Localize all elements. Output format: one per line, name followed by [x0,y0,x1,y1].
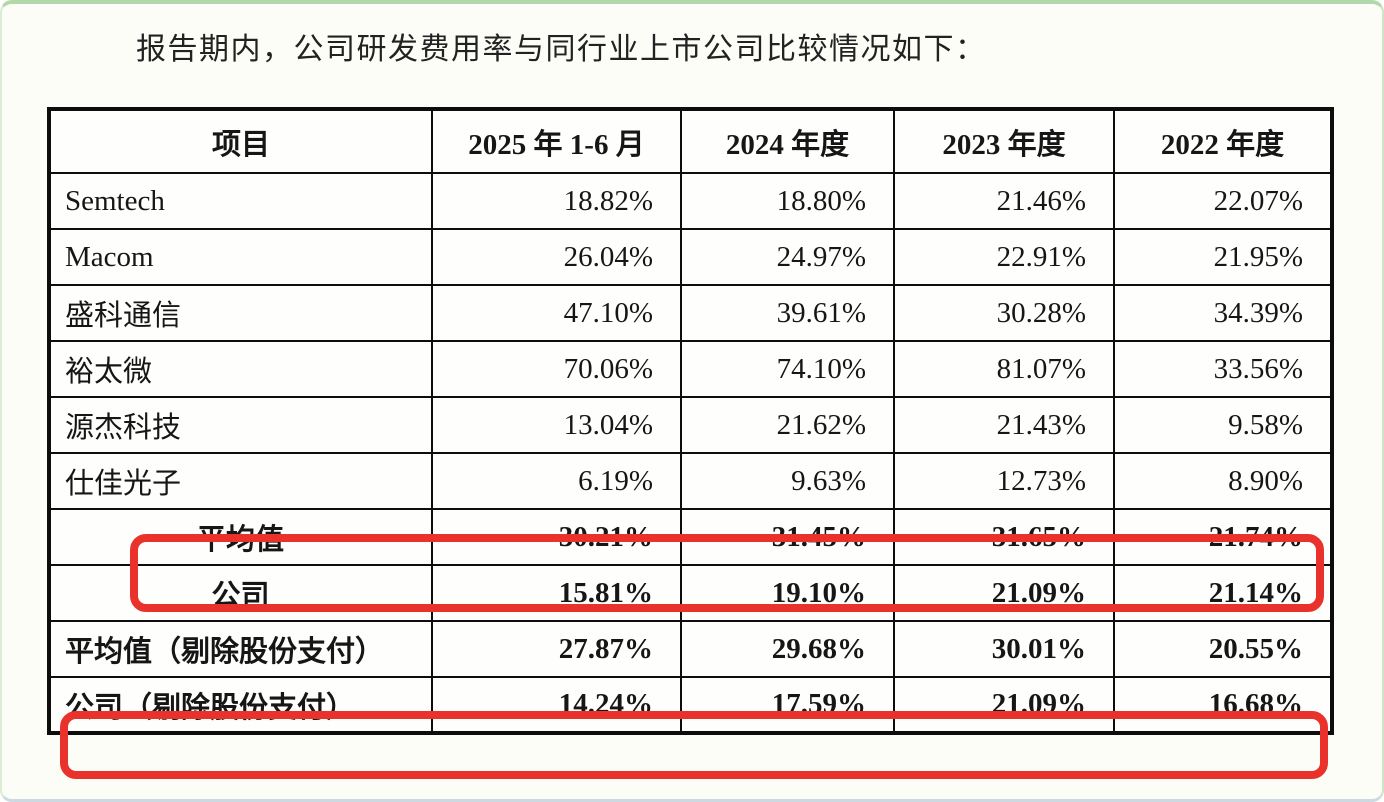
cell-value: 30.28% [893,284,1115,342]
cell-value: 20.55% [1113,620,1333,678]
cell-value: 27.87% [431,620,682,678]
cell-value: 12.73% [893,452,1115,510]
cell-value: 33.56% [1113,340,1333,398]
table-row-company: 公司 15.81% 19.10% 21.09% 21.14% [48,564,1333,622]
row-label: 源杰科技 [48,396,433,454]
cell-value: 24.97% [680,228,895,286]
table-row-shijia: 仕佳光子 6.19% 9.63% 12.73% 8.90% [48,452,1333,510]
cell-value: 34.39% [1113,284,1333,342]
row-label: Semtech [48,172,433,230]
cell-value: 21.46% [893,172,1115,230]
cell-value: 15.81% [431,564,682,622]
table-row-shengke: 盛科通信 47.10% 39.61% 30.28% 34.39% [48,284,1333,342]
column-header-2023: 2023 年度 [893,108,1115,174]
cell-value: 29.68% [680,620,895,678]
cell-value: 39.61% [680,284,895,342]
row-label: Macom [48,228,433,286]
cell-value: 81.07% [893,340,1115,398]
cell-value: 47.10% [431,284,682,342]
cell-value: 14.24% [431,676,682,734]
rd-expense-comparison-table: 项目 2025 年 1-6 月 2024 年度 2023 年度 2022 年度 … [47,107,1334,779]
cell-value: 30.21% [431,508,682,566]
cell-value: 9.58% [1113,396,1333,454]
cell-value: 22.91% [893,228,1115,286]
row-label: 公司（剔除股份支付） [48,676,433,734]
row-label: 仕佳光子 [48,452,433,510]
cell-value: 70.06% [431,340,682,398]
table-row-yutai: 裕太微 70.06% 74.10% 81.07% 33.56% [48,340,1333,398]
cell-value: 18.80% [680,172,895,230]
table-row-average: 平均值 30.21% 31.45% 31.65% 21.74% [48,508,1333,566]
cell-value: 19.10% [680,564,895,622]
cell-value: 31.65% [893,508,1115,566]
column-header-2025h1: 2025 年 1-6 月 [431,108,682,174]
page-title: 报告期内，公司研发费用率与同行业上市公司比较情况如下： [136,33,987,66]
cell-value: 31.45% [680,508,895,566]
row-label: 平均值 [48,508,433,566]
cell-value: 17.59% [680,676,895,734]
cell-value: 21.62% [680,396,895,454]
cell-value: 21.14% [1113,564,1333,622]
cell-value: 26.04% [431,228,682,286]
row-label: 盛科通信 [48,284,433,342]
row-label: 裕太微 [48,340,433,398]
header-row: 项目 2025 年 1-6 月 2024 年度 2023 年度 2022 年度 [48,108,1333,174]
cell-value: 21.43% [893,396,1115,454]
cell-value: 6.19% [431,452,682,510]
cell-value: 74.10% [680,340,895,398]
column-header-2024: 2024 年度 [680,108,895,174]
table-row-macom: Macom 26.04% 24.97% 22.91% 21.95% [48,228,1333,286]
cell-value: 21.74% [1113,508,1333,566]
cell-value: 30.01% [893,620,1115,678]
cell-value: 9.63% [680,452,895,510]
cell-value: 21.95% [1113,228,1333,286]
table-row-average-ex-sbc: 平均值（剔除股份支付） 27.87% 29.68% 30.01% 20.55% [48,620,1333,678]
table-row-yuanjie: 源杰科技 13.04% 21.62% 21.43% 9.58% [48,396,1333,454]
table-row-semtech: Semtech 18.82% 18.80% 21.46% 22.07% [48,172,1333,230]
cell-value: 8.90% [1113,452,1333,510]
cell-value: 13.04% [431,396,682,454]
cell-value: 21.09% [893,564,1115,622]
cell-value: 18.82% [431,172,682,230]
row-label: 平均值（剔除股份支付） [48,620,433,678]
cell-value: 16.68% [1113,676,1333,734]
column-header-item: 项目 [48,108,433,174]
row-label: 公司 [48,564,433,622]
comparison-table: 项目 2025 年 1-6 月 2024 年度 2023 年度 2022 年度 … [47,107,1334,735]
cell-value: 22.07% [1113,172,1333,230]
column-header-2022: 2022 年度 [1113,108,1333,174]
table-row-company-ex-sbc: 公司（剔除股份支付） 14.24% 17.59% 21.09% 16.68% [48,676,1333,734]
cell-value: 21.09% [893,676,1115,734]
